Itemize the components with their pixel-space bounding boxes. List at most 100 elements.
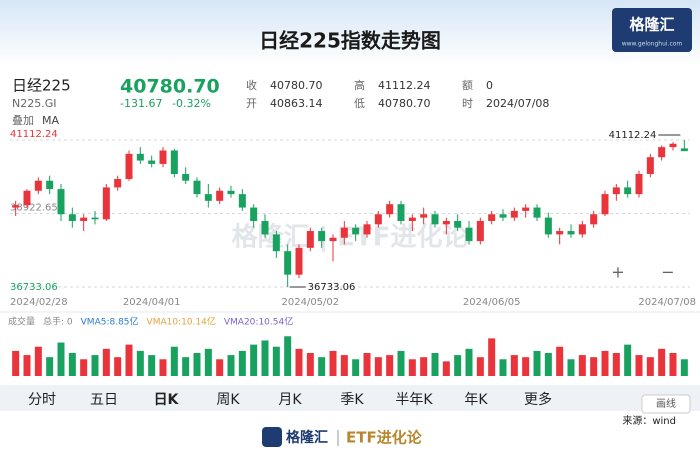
draw-button[interactable]: 画线 (656, 397, 676, 410)
volume-bar (624, 344, 632, 376)
draw-button-box[interactable] (641, 394, 691, 414)
candle-body (397, 204, 405, 221)
tab[interactable]: 分时 (28, 392, 56, 408)
volume-bar (136, 350, 144, 376)
candle-body (182, 173, 190, 181)
candle-body (57, 189, 65, 215)
volume-bar (102, 348, 110, 376)
quote-code: N225.GI (12, 97, 57, 110)
volume-bar (352, 359, 360, 376)
volume-bar (397, 350, 405, 376)
volume-bar (23, 355, 31, 376)
footer-logo: 格隆汇 (286, 429, 328, 446)
candle-body (567, 231, 575, 235)
ma-label[interactable]: MA (42, 114, 59, 127)
volume-bar (522, 357, 530, 376)
field-label: 收 (246, 78, 257, 92)
y-tick-label: 38922.65 (10, 203, 58, 214)
candle-body (227, 190, 235, 195)
candle-body (590, 214, 598, 225)
volume-bar (544, 353, 552, 376)
candle-body (216, 190, 224, 201)
tab[interactable]: 更多 (524, 391, 552, 408)
volume-bar (533, 350, 541, 376)
x-tick-label: 2024/06/05 (463, 297, 521, 308)
volume-bar (488, 338, 496, 376)
footer-brand: ETF进化论 (346, 429, 423, 447)
volume-bar (238, 350, 246, 376)
volume-bar (420, 357, 428, 376)
field-value: 40863.14 (270, 97, 323, 110)
volume-bar (680, 359, 688, 376)
field-value: 0 (486, 79, 493, 92)
candle-body (510, 210, 518, 218)
tab[interactable]: 周K (216, 392, 240, 408)
x-tick-label: 2024/05/02 (282, 297, 340, 308)
volume-bar (295, 348, 303, 376)
candle-body (612, 187, 620, 195)
tab[interactable]: 五日 (90, 392, 118, 408)
volume-header: VMA10:10.14亿 (147, 316, 216, 328)
volume-bar (182, 357, 190, 376)
tab[interactable]: 半年K (395, 392, 433, 408)
quote-name: 日经225 (12, 77, 71, 95)
volume-bar (635, 355, 643, 376)
zoom-button[interactable]: + (611, 263, 624, 282)
candle-body (306, 231, 314, 248)
volume-bar (476, 357, 484, 376)
tab[interactable]: 月K (278, 392, 302, 408)
tab[interactable]: 季K (340, 392, 364, 408)
volume-bar (12, 350, 20, 376)
x-tick-label: 2024/07/08 (638, 297, 696, 308)
field-label: 高 (354, 78, 365, 92)
candle-body (46, 180, 54, 190)
candle-body (680, 148, 688, 152)
volume-header: VMA5:8.85亿 (81, 316, 139, 328)
field-value: 41112.24 (378, 79, 431, 92)
watermark: 格隆汇 | ETF进化论 (232, 222, 470, 253)
candle-body (261, 220, 269, 235)
volume-bar (80, 359, 88, 376)
candle-body (295, 247, 303, 275)
candle-body (329, 237, 337, 242)
volume-bar (91, 355, 99, 376)
volume-bar (284, 336, 292, 376)
price-panel (0, 130, 700, 295)
candle-body (125, 153, 133, 180)
volume-bar (125, 344, 133, 376)
volume-header: 总手: 0 (43, 316, 73, 328)
volume-bar (510, 355, 518, 376)
logo-url: www.gelonghui.com (622, 41, 683, 48)
candle-body (499, 214, 507, 218)
candle-body (204, 194, 212, 201)
x-tick-label: 2024/04/01 (123, 297, 181, 308)
volume-bar (57, 342, 65, 376)
logo-box (612, 8, 692, 52)
volume-bar (646, 357, 654, 376)
zoom-button[interactable]: − (661, 263, 674, 282)
volume-bar (227, 355, 235, 376)
candle-body (386, 204, 394, 215)
candle-body (114, 179, 122, 188)
volume-bar (159, 359, 167, 376)
candle-body (624, 187, 632, 195)
volume-bar (114, 357, 122, 376)
candle-body (238, 194, 246, 208)
overlay-label[interactable]: 叠加 (12, 114, 34, 127)
tab[interactable]: 日K (154, 392, 180, 408)
candle-body (136, 153, 144, 161)
tab[interactable]: 年K (464, 392, 488, 408)
candle-body (431, 214, 439, 225)
candle-body (465, 227, 473, 242)
y-tick-label: 36733.06 (10, 282, 58, 293)
min-label: 36733.06 (308, 282, 356, 293)
candle-body (601, 194, 609, 215)
volume-bar (216, 359, 224, 376)
candle-body (148, 160, 156, 164)
volume-bar (465, 348, 473, 376)
tab-bar (0, 385, 700, 411)
field-value: 40780.70 (378, 97, 431, 110)
volume-bar (204, 348, 212, 376)
quote-last: 40780.70 (120, 76, 220, 98)
